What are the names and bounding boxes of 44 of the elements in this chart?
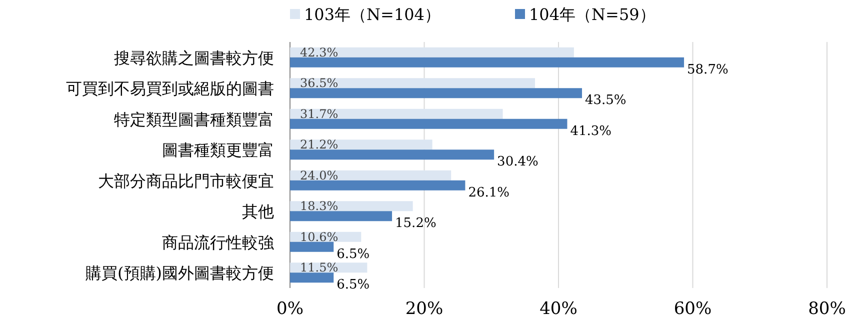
y-tick-label: 大部分商品比門市較便宜 xyxy=(98,171,274,190)
bar xyxy=(290,150,494,160)
data-label: 6.5% xyxy=(336,246,370,262)
data-label: 58.7% xyxy=(687,62,728,78)
x-tick-label: 60% xyxy=(674,299,712,319)
legend-label: 104年（N=59） xyxy=(529,5,656,24)
bar xyxy=(290,57,684,68)
bar xyxy=(290,180,466,190)
y-tick-label: 特定類型圖書種類豐富 xyxy=(114,110,274,129)
data-label: 15.2% xyxy=(395,216,436,232)
data-label: 11.5% xyxy=(300,260,338,275)
x-tick-label: 40% xyxy=(540,299,578,319)
data-label: 36.5% xyxy=(300,76,338,90)
data-label: 31.7% xyxy=(300,106,338,121)
bar xyxy=(290,272,334,283)
data-label: 42.3% xyxy=(300,45,338,60)
bar xyxy=(290,78,536,88)
data-label: 6.5% xyxy=(336,278,370,293)
bar xyxy=(290,88,582,98)
data-label: 24.0% xyxy=(300,168,338,182)
y-tick-label: 搜尋欲購之圖書較方便 xyxy=(114,48,274,68)
legend-label: 103年（N=104） xyxy=(304,5,440,24)
x-tick-label: 0% xyxy=(276,299,304,319)
y-tick-label: 可買到不易買到或絕版的圖書 xyxy=(66,79,274,98)
bar xyxy=(290,108,503,119)
x-tick-label: 20% xyxy=(405,299,444,319)
bar xyxy=(290,140,432,150)
data-label: 18.3% xyxy=(300,199,338,214)
data-label: 30.4% xyxy=(497,154,538,170)
data-label: 26.1% xyxy=(468,185,510,200)
data-label: 21.2% xyxy=(300,138,338,152)
bar xyxy=(290,211,392,222)
y-tick-label: 商品流行性較強 xyxy=(162,232,274,252)
bar xyxy=(290,242,334,252)
bar xyxy=(290,47,574,58)
y-tick-label: 購買(預購)國外圖書較方便 xyxy=(86,264,274,283)
data-label: 10.6% xyxy=(300,230,338,244)
y-tick-label: 圖書種類更豐富 xyxy=(162,140,274,160)
bar xyxy=(290,170,452,180)
y-tick-label: 其他 xyxy=(242,202,274,222)
bar xyxy=(290,118,568,129)
x-tick-label: 80% xyxy=(808,299,846,319)
data-label: 41.3% xyxy=(570,124,612,139)
data-label: 43.5% xyxy=(584,93,626,108)
